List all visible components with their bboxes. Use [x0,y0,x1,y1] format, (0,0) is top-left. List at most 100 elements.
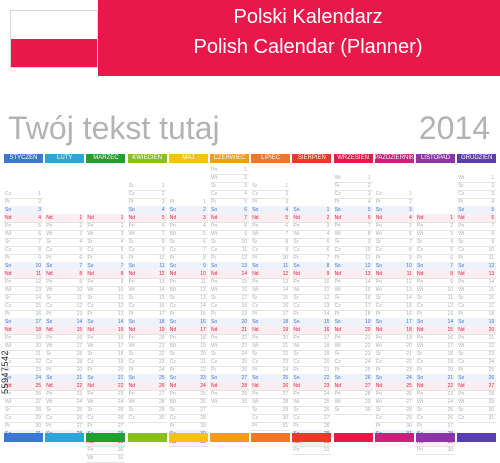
day-row: Wt 19 [168,342,208,351]
day-row: Pn 12 [4,278,43,287]
weekday-label: Pt [5,367,10,373]
weekday-label: Pt [252,367,257,373]
day-number: 11 [365,255,371,261]
day-row: Nd 30 [292,438,332,447]
flag-red-band [11,39,97,67]
month-days: Wt 1 Śr 2 Cz 3 Pt 4 So 5 Nd 6 Pn 7 Wt 8 Śr 9 Cz 10 Pt 11 So 12 N… [333,166,373,430]
month-header: GRUDZIEŃ [457,154,497,163]
weekday-label: Pn [211,391,218,397]
day-row: Śr 2 [457,182,497,191]
month-days: Nd 1 Pn 2 Wt 3 Śr 4 Cz 5 Pt 6 So 7 Nd 8 Pn 9 Wt 10 Śr 11 Cz 12 P… [45,166,85,439]
day-number: 13 [365,271,371,277]
day-row: Pn 5 [4,222,43,231]
day-number: 21 [323,367,330,373]
day-row: Cz 26 [416,414,455,423]
weekday-label: Cz [293,359,300,365]
weekday-label: Wt [169,231,176,237]
weekday-label: Śr [334,295,340,301]
weekday-label: Pn [211,279,218,285]
day-row: Nd 15 [86,326,126,335]
weekday-label: Pn [417,391,424,397]
weekday-label: Cz [169,359,176,365]
weekday-label: So [458,319,465,325]
header-band [98,0,500,76]
month-header: SIERPIEŃ [292,154,332,163]
day-number: 19 [282,327,289,333]
day-number: 23 [35,367,41,373]
weekday-label: Wt [293,399,300,405]
weekday-label: Nd [417,439,424,445]
weekday-label: Pn [87,335,94,341]
weekday-label: Śr [169,407,175,413]
weekday-label: Śr [252,239,258,245]
day-row: Wt 29 [333,398,373,407]
day-number: 3 [244,183,247,189]
month-column: WRZESIEŃ Wt 1 Śr 2 Cz 3 Pt 4 So 5 Nd 6 Pn 7 Wt 8 Śr 9 Cz 10 P… [333,154,373,442]
weekday-label: Wt [211,175,218,181]
day-number: 20 [488,327,495,333]
day-row: Nd 20 [333,326,373,335]
day-row: Nd 24 [168,382,208,391]
month-column: KWIECIEŃ Śr 1 Cz 2 Pt 3 So 4 Nd 5 Pn 6 Wt 7 Śr 8 Cz 9 Pt 10 S… [127,154,167,442]
weekday-label: Pt [417,367,422,373]
weekday-label: Wt [87,455,94,461]
day-row: Cz 23 [127,358,167,367]
weekday-label: Pt [211,255,216,261]
day-number: 2 [203,207,206,213]
day-number: 15 [447,327,453,333]
day-number: 22 [117,383,124,389]
weekday-label: Śr [293,295,299,301]
day-row: Pt 31 [251,422,291,431]
day-number: 7 [450,263,453,269]
weekday-label: Cz [211,247,218,253]
day-number: 11 [76,295,83,301]
day-number: 21 [488,335,495,341]
day-number: 18 [488,311,495,317]
day-number: 22 [406,359,412,365]
weekday-label: Nd [211,215,218,221]
day-row: Nd 18 [374,326,414,335]
day-row: Cz 29 [4,414,43,423]
day-number: 7 [79,263,83,269]
day-number: 24 [200,383,206,389]
day-number: 30 [365,407,371,413]
weekday-label: So [458,207,465,213]
day-number: 27 [447,423,453,429]
weekday-label: Śr [252,407,258,413]
day-number: 8 [79,271,83,277]
weekday-label: Cz [128,247,135,253]
weekday-label: So [87,319,94,325]
day-number: 11 [118,295,124,301]
day-row: Wt 5 [168,230,208,239]
weekday-label: Wt [417,399,424,405]
weekday-label: Pt [211,311,216,317]
day-number: 6 [285,223,289,229]
weekday-label: Wt [87,343,94,349]
weekday-label: Nd [375,327,383,333]
weekday-label: Wt [458,287,465,293]
day-number: 28 [488,391,495,397]
day-number: 18 [35,327,41,333]
day-number: 7 [161,231,165,237]
weekday-label: Nd [128,383,135,389]
day-number: 15 [76,327,83,333]
weekday-label: Śr [252,183,258,189]
day-number: 17 [365,303,371,309]
weekday-label: Wt [458,343,465,349]
day-number: 25 [365,367,371,373]
day-number: 10 [200,271,206,277]
day-row: Cz 23 [251,358,291,367]
day-row: Śr 11 [45,294,85,303]
weekday-label: Śr [46,239,52,245]
day-number: 24 [117,399,124,405]
day-row: Pn 26 [4,390,43,399]
day-row: Pn 4 [168,222,208,231]
day-number: 11 [241,247,247,253]
day-row: Cz 19 [45,358,85,367]
day-number: 15 [117,327,124,333]
month-column: PAŹDZIERNIK Cz 1 Pt 2 So 3 Nd 4 Pn 5 Wt 6 Śr 7 Cz 8 Pt 9 So… [374,154,414,442]
day-number: 10 [159,255,165,261]
weekday-label: Wt [128,287,135,293]
day-row: Śr 9 [333,238,373,247]
weekday-label: Pn [211,335,218,341]
